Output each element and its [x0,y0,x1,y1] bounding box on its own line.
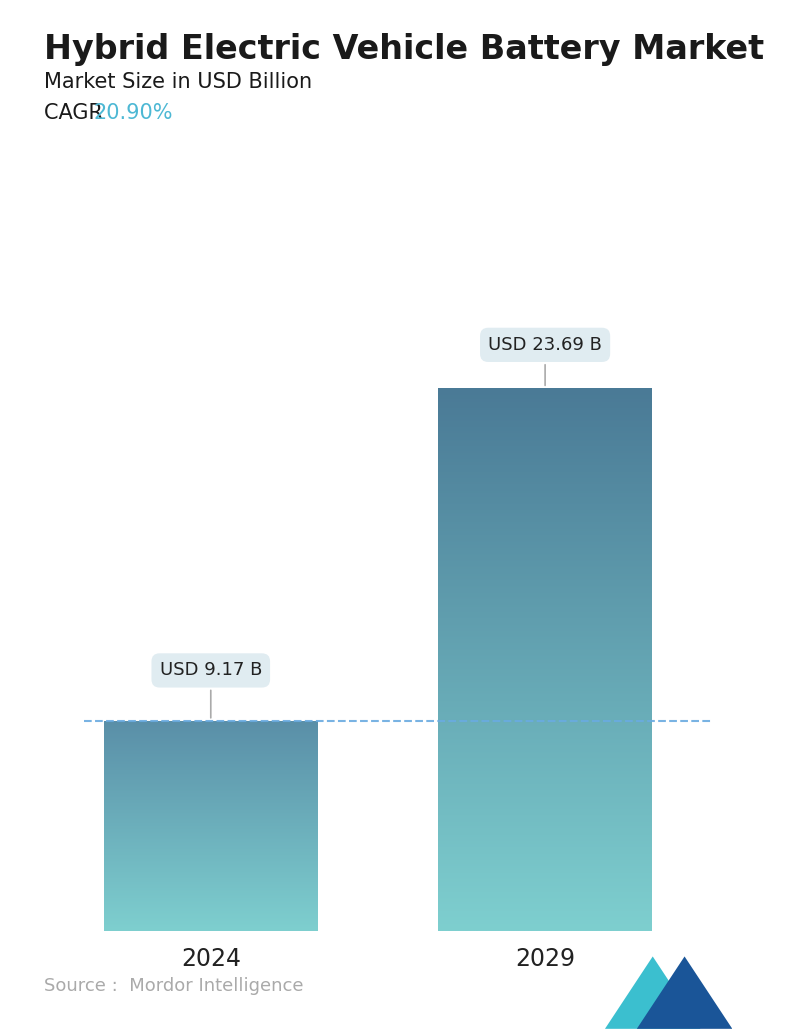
Text: 20.90%: 20.90% [94,103,174,123]
Text: Market Size in USD Billion: Market Size in USD Billion [44,72,312,92]
Polygon shape [605,956,700,1029]
Text: Source :  Mordor Intelligence: Source : Mordor Intelligence [44,977,303,995]
Text: USD 23.69 B: USD 23.69 B [488,336,602,386]
Text: USD 9.17 B: USD 9.17 B [159,662,262,718]
Text: CAGR: CAGR [44,103,109,123]
Polygon shape [637,956,732,1029]
Text: Hybrid Electric Vehicle Battery Market: Hybrid Electric Vehicle Battery Market [44,33,764,66]
